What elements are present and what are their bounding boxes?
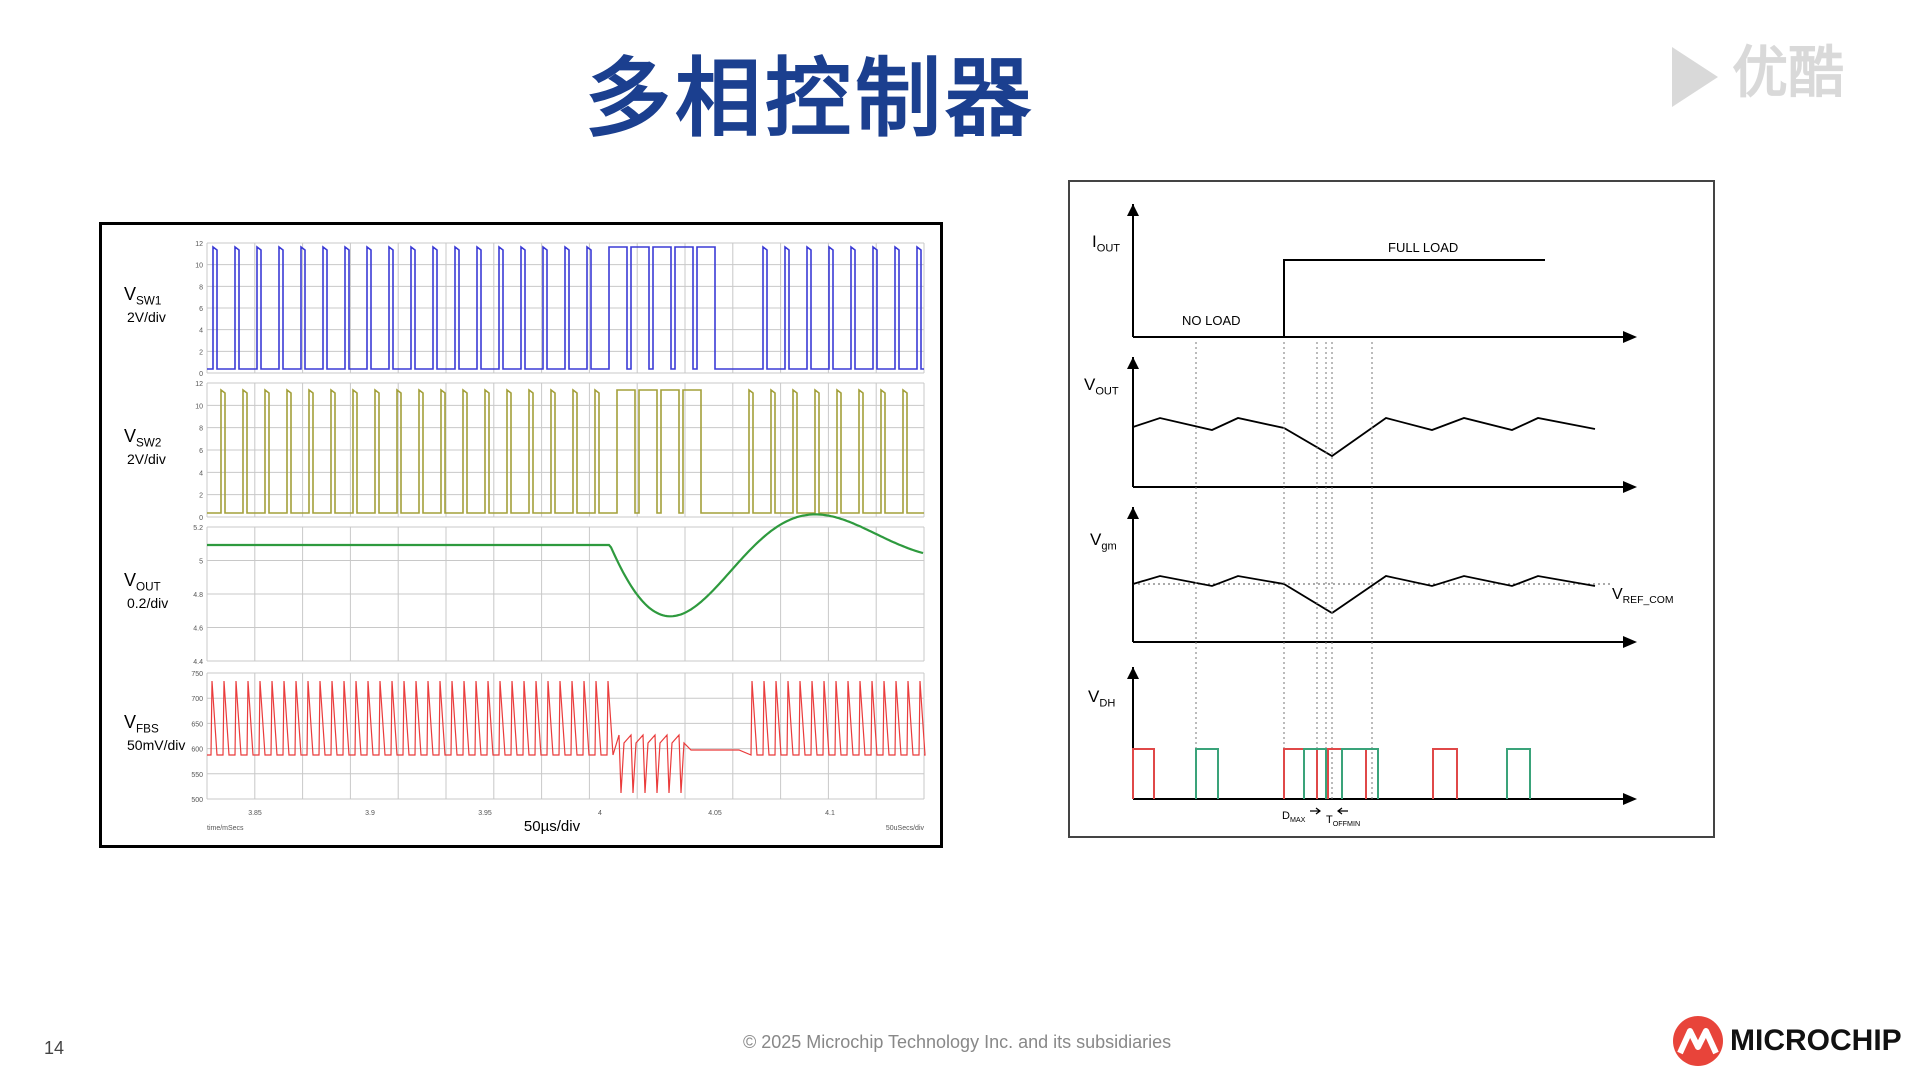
iout-y-arrow — [1127, 204, 1139, 216]
vdh-y-arrow — [1127, 667, 1139, 679]
y-tick-label: 5.2 — [193, 525, 203, 532]
y-tick-label: 4 — [199, 470, 203, 477]
y-tick-label: 4.8 — [193, 592, 203, 599]
channel-scale: 0.2/div — [127, 595, 168, 611]
vref-com-label: VREF_COM — [1612, 586, 1673, 606]
y-tick-label: 10 — [195, 403, 203, 410]
channel-scale: 50mV/div — [127, 737, 185, 753]
microchip-logo-icon — [1673, 1016, 1723, 1066]
y-tick-label: 8 — [199, 426, 203, 433]
x-axis-right-label: 50uSecs/div — [886, 825, 925, 832]
x-tick-label: 3.95 — [478, 810, 492, 817]
vdh-pulse — [1506, 748, 1531, 799]
channel-label: VSW2 — [124, 426, 161, 450]
y-tick-label: 10 — [195, 263, 203, 270]
iout-label: IOUT — [1092, 232, 1120, 254]
x-tick-label: 3.9 — [365, 810, 375, 817]
x-tick-label: 4.1 — [825, 810, 835, 817]
vdh-x-arrow — [1623, 793, 1637, 805]
vout-y-arrow — [1127, 357, 1139, 369]
y-tick-label: 0 — [199, 371, 203, 378]
vgm-trace — [1132, 575, 1596, 615]
vgm-y-arrow — [1127, 507, 1139, 519]
y-tick-label: 2 — [199, 493, 203, 500]
channel-scale: 2V/div — [127, 309, 166, 325]
vgm-label: Vgm — [1090, 530, 1117, 552]
channel-label: VFBS — [124, 712, 159, 736]
timing-diagram-panel: IOUT VOUT Vgm VDH VREF_COM NO LOAD FULL LOAD DM… — [1068, 180, 1715, 838]
vdh-pulse — [1132, 748, 1155, 799]
y-tick-label: 8 — [199, 284, 203, 291]
channel-label: VSW1 — [124, 284, 161, 308]
full-load-label: FULL LOAD — [1388, 240, 1458, 255]
vdh-pulse — [1283, 748, 1318, 799]
logo-text: MICROCHIP — [1730, 1024, 1902, 1057]
vfbs-trace — [207, 680, 926, 794]
y-tick-label: 4.4 — [193, 659, 203, 666]
y-tick-label: 2 — [199, 349, 203, 356]
dmax-label: DMAX — [1282, 810, 1306, 824]
vout-x-arrow — [1623, 481, 1637, 493]
watermark-play-icon — [1672, 46, 1718, 107]
no-load-label: NO LOAD — [1182, 313, 1241, 328]
x-tick-label: 3.85 — [248, 810, 262, 817]
y-tick-label: 12 — [195, 381, 203, 388]
y-tick-label: 4.6 — [193, 626, 203, 633]
x-axis-scale-label: 50µs/div — [524, 818, 581, 835]
x-tick-label: 4.05 — [708, 810, 722, 817]
vgm-x-arrow — [1623, 636, 1637, 648]
y-tick-label: 12 — [195, 241, 203, 248]
y-tick-label: 500 — [191, 797, 203, 804]
slide-title: 多相控制器 — [585, 49, 1035, 149]
y-tick-label: 650 — [191, 721, 203, 728]
vdh-pulse — [1341, 748, 1379, 799]
y-tick-label: 750 — [191, 671, 203, 678]
x-axis-left-label: time/mSecs — [207, 825, 244, 832]
iout-trace — [1133, 259, 1545, 338]
channel-scale: 2V/div — [127, 451, 166, 467]
copyright-text: © 2025 Microchip Technology Inc. and its… — [743, 1032, 1172, 1052]
vout-label: VOUT — [1084, 375, 1119, 397]
page-number: 14 — [44, 1038, 65, 1058]
y-tick-label: 600 — [191, 747, 203, 754]
timing-diagram: IOUT VOUT Vgm VDH VREF_COM NO LOAD FULL LOAD DM… — [1084, 204, 1673, 828]
vdh-pulse — [1195, 748, 1219, 799]
watermark-text: 优酷 — [1732, 41, 1844, 106]
video-watermark: 优酷 — [1672, 28, 1844, 109]
vout-trace — [1132, 417, 1596, 458]
y-tick-label: 700 — [191, 696, 203, 703]
x-tick-label: 4 — [598, 810, 602, 817]
vout-trace — [207, 513, 924, 618]
toffmin-label: TOFFMIN — [1326, 814, 1360, 828]
microchip-logo: MICROCHIP — [1672, 1015, 1902, 1067]
y-tick-label: 550 — [191, 772, 203, 779]
dmax-arrow — [1310, 807, 1321, 815]
vdh-pulse — [1432, 748, 1458, 799]
oscilloscope-panel: 12 10 8 6 4 2 0 VSW1 2V/div 12 10 8 6 4 2 0 VSW2 2V/div 5.… — [99, 222, 943, 848]
y-tick-label: 6 — [199, 448, 203, 455]
vdh-pulse — [1327, 748, 1367, 799]
vdh-label: VDH — [1088, 687, 1115, 709]
y-tick-label: 0 — [199, 515, 203, 522]
channel-label: VOUT — [124, 570, 161, 594]
y-tick-label: 5 — [199, 559, 203, 566]
iout-x-arrow — [1623, 331, 1637, 343]
vsw1-trace — [207, 245, 924, 370]
y-tick-label: 4 — [199, 328, 203, 335]
y-tick-label: 6 — [199, 306, 203, 313]
vsw2-trace — [207, 388, 924, 514]
vdh-pulse — [1303, 748, 1327, 799]
oscilloscope-plot: 121086420VSW12V/div121086420VSW22V/div5.… — [124, 241, 926, 835]
toffmin-arrow — [1337, 807, 1348, 815]
